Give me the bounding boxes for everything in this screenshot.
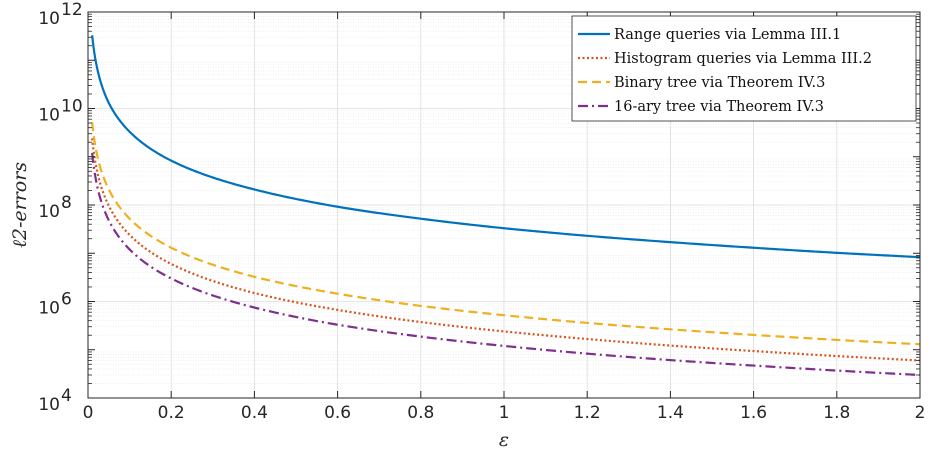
- x-tick-label: 0.4: [241, 403, 268, 423]
- y-tick-label: 10: [38, 106, 60, 126]
- y-axis-title: ℓ2-errors: [9, 162, 31, 248]
- x-tick-label: 1.2: [574, 403, 601, 423]
- y-tick-label: 10: [38, 9, 60, 29]
- y-tick-exponent: 8: [61, 193, 72, 213]
- x-tick-label: 0.8: [407, 403, 434, 423]
- series-line: [91, 122, 921, 346]
- y-tick-exponent: 6: [61, 290, 72, 310]
- x-tick-label: 1.8: [823, 403, 850, 423]
- axis-ticks: [87, 11, 921, 399]
- legend-label: Range queries via Lemma III.1: [614, 27, 841, 43]
- series-line: [91, 138, 921, 362]
- series-line: [91, 35, 921, 259]
- y-tick-label: 10: [38, 202, 60, 222]
- legend-label: Binary tree via Theorem IV.3: [614, 75, 825, 91]
- y-tick-label: 10: [38, 395, 60, 415]
- x-tick-label: 1: [499, 403, 510, 423]
- legend-label: Histogram queries via Lemma III.2: [614, 51, 872, 67]
- legend: Range queries via Lemma III.1 Histogram q…: [571, 15, 917, 122]
- x-tick-label: 0.6: [324, 403, 351, 423]
- series-line: [91, 152, 921, 377]
- y-tick-exponent: 12: [61, 0, 83, 20]
- x-tick-label: 0.2: [158, 403, 185, 423]
- x-tick-label: 1.6: [740, 403, 767, 423]
- legend-box: [571, 15, 917, 122]
- x-tick-label: 2: [915, 403, 926, 423]
- x-tick-labels: 0 0.2 0.4 0.6 0.8 1 1.2 1.4 1.6 1.8 2: [83, 403, 926, 423]
- x-axis-title: ε: [499, 429, 509, 451]
- y-tick-label: 10: [38, 299, 60, 319]
- legend-label: 16-ary tree via Theorem IV.3: [614, 99, 824, 115]
- y-tick-exponent: 10: [61, 97, 83, 117]
- series-lines: [91, 35, 921, 377]
- x-tick-label: 1.4: [657, 403, 684, 423]
- y-tick-exponent: 4: [61, 386, 72, 406]
- x-tick-label: 0: [83, 403, 94, 423]
